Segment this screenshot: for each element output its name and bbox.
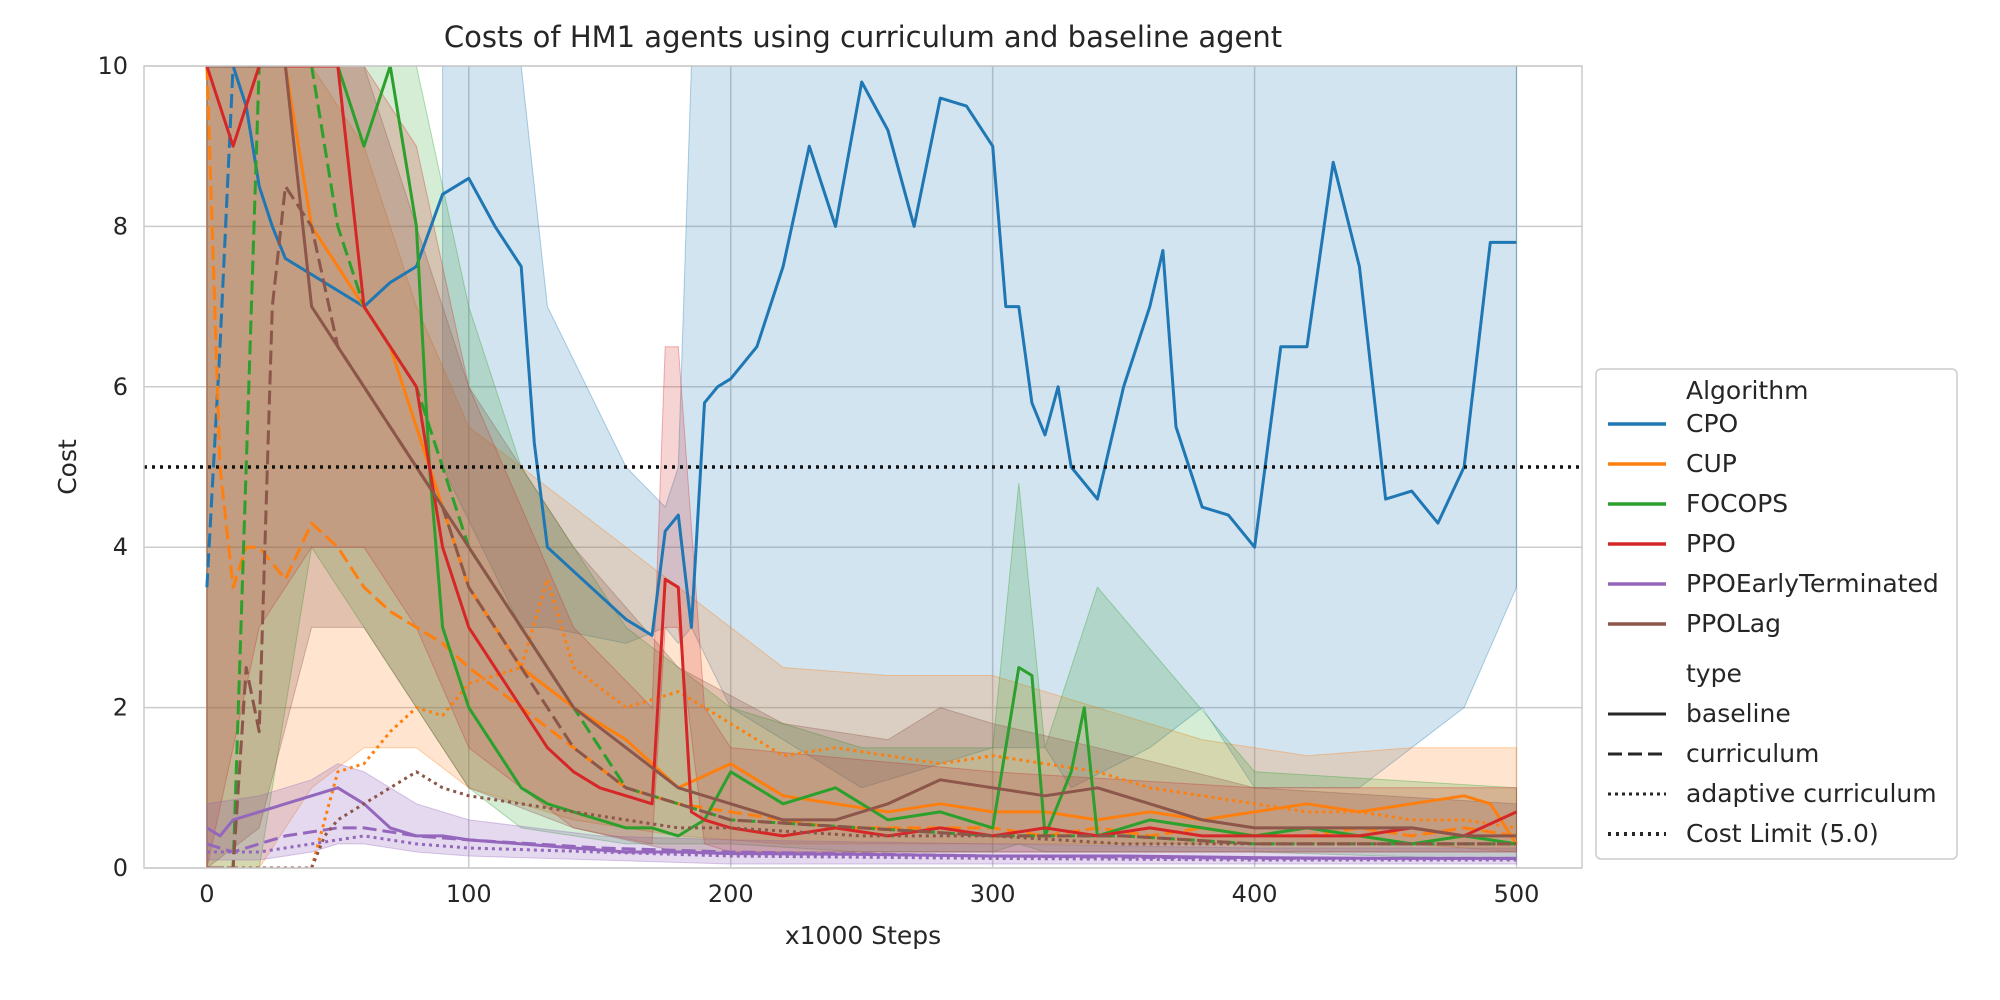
series-ppoearlyterminated-adaptive-curriculum [206, 834, 1517, 862]
legend-label-cup: CUP [1686, 449, 1737, 478]
y-tick-label: 10 [97, 52, 128, 80]
y-tick-label: 4 [113, 533, 128, 561]
plot-frame [143, 65, 1583, 869]
band-cup [206, 66, 1517, 868]
series-cup-baseline [206, 66, 1518, 845]
x-tick-label: 0 [199, 880, 214, 908]
series-ppo-baseline [205, 66, 1518, 838]
legend-label-baseline: baseline [1686, 699, 1791, 728]
series-lines [205, 66, 1518, 868]
legend-label-adaptive-curriculum: adaptive curriculum [1686, 779, 1937, 808]
series-ppolag-curriculum [206, 184, 1517, 868]
confidence-bands [206, 66, 1517, 868]
x-tick-label: 500 [1494, 880, 1540, 908]
y-tick-labels: 0 2 4 6 8 10 [97, 52, 128, 882]
y-axis-title: Cost [53, 439, 82, 495]
legend-label-ppolag: PPOLag [1686, 609, 1781, 638]
y-tick-label: 8 [113, 212, 128, 240]
legend-label-ppo: PPO [1686, 529, 1736, 558]
chart-title: Costs of HM1 agents using curriculum and… [444, 20, 1282, 54]
legend-label-ppoearlyterminated: PPOEarlyTerminated [1686, 569, 1939, 598]
legend-label-curriculum: curriculum [1686, 739, 1819, 768]
y-tick-label: 2 [113, 694, 128, 722]
legend-type-title: type [1686, 659, 1742, 688]
legend-type-entries: baseline curriculum adaptive curriculum Cos… [1608, 699, 1937, 848]
legend-algorithm-entries: CPO CUP FOCOPS PPO PPOEarlyTerminated PPOLag [1608, 409, 1939, 638]
series-ppoearlyterminated-curriculum [206, 826, 1517, 860]
band-ppoearlyterminated [206, 763, 1517, 865]
x-tick-label: 100 [446, 880, 492, 908]
legend-label-cpo: CPO [1686, 409, 1738, 438]
legend-label-cost-limit-5-0-: Cost Limit (5.0) [1686, 819, 1879, 848]
x-tick-label: 300 [970, 880, 1016, 908]
x-tick-label: 400 [1232, 880, 1278, 908]
legend-algorithm-title: Algorithm [1686, 376, 1808, 405]
legend-frame [1595, 368, 1958, 860]
x-tick-labels: 0 100 200 300 400 500 [199, 880, 1539, 908]
y-tick-label: 6 [113, 373, 128, 401]
series-ppolag-adaptive-curriculum [206, 770, 1517, 868]
legend: Algorithm CPO CUP FOCOPS PPO PPOEarlyTermina… [1595, 368, 1958, 860]
y-tick-label: 0 [113, 854, 128, 882]
x-axis-title: x1000 Steps [785, 921, 941, 950]
series-cpo-baseline [206, 66, 1517, 637]
x-tick-label: 200 [708, 880, 754, 908]
series-cup-adaptive-curriculum [206, 577, 1517, 868]
legend-label-focops: FOCOPS [1686, 489, 1788, 518]
series-cpo-curriculum [205, 66, 338, 588]
